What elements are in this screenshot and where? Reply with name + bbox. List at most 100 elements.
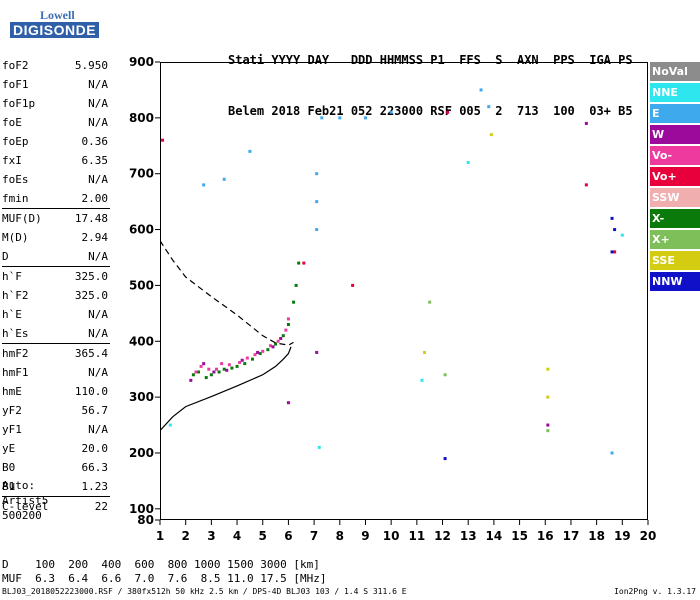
x-tick-label: 5 xyxy=(259,529,267,543)
echo-point xyxy=(276,339,280,343)
param-value: 365.4 xyxy=(74,347,108,360)
echo-point xyxy=(315,200,319,204)
echo-point xyxy=(191,373,195,377)
param-value: N/A xyxy=(88,308,108,321)
logo-digisonde-text: DIGISONDE xyxy=(10,22,100,38)
echo-point xyxy=(317,445,321,449)
x-tick-label: 4 xyxy=(233,529,241,543)
x-tick-label: 12 xyxy=(434,529,451,543)
param-value: N/A xyxy=(88,173,108,186)
param-name: D xyxy=(2,250,9,263)
echo-point xyxy=(250,357,254,361)
echo-point xyxy=(284,328,288,332)
echo-point xyxy=(610,216,614,220)
param-row: foF1p N/A xyxy=(2,94,110,113)
param-value: 20.0 xyxy=(81,442,109,455)
legend-entry: X+ xyxy=(650,230,700,249)
param-row: yF2 56.7 xyxy=(2,401,110,420)
param-value: 1.23 xyxy=(81,480,109,493)
param-name: MUF(D) xyxy=(2,212,42,225)
x-tick-label: 7 xyxy=(310,529,318,543)
x-tick-label: 9 xyxy=(361,529,369,543)
param-row: B0 66.3 xyxy=(2,458,110,477)
echo-point xyxy=(428,300,432,304)
legend-entry: W xyxy=(650,125,700,144)
y-tick-label: 600 xyxy=(129,223,154,237)
distance-row: D 100 200 400 600 800 1000 1500 3000 [km… xyxy=(2,558,320,571)
echo-point xyxy=(279,336,283,340)
y-tick-label: 80 xyxy=(137,513,154,527)
x-tick-label: 19 xyxy=(614,529,631,543)
echo-point xyxy=(610,250,614,254)
echo-point xyxy=(420,378,424,382)
x-tick-label: 20 xyxy=(640,529,657,543)
echo-point xyxy=(235,364,239,368)
y-tick-label: 100 xyxy=(129,502,154,516)
param-row: B1 1.23 xyxy=(2,477,110,497)
echo-point xyxy=(315,350,319,354)
echo-point xyxy=(271,345,275,349)
echo-point xyxy=(613,228,617,232)
echo-point xyxy=(161,138,165,142)
echo-point xyxy=(220,362,224,366)
echo-point xyxy=(266,348,270,352)
x-tick-label: 16 xyxy=(537,529,554,543)
echo-point xyxy=(189,378,193,382)
x-tick-label: 3 xyxy=(207,529,215,543)
x-tick-label: 13 xyxy=(460,529,477,543)
file-info-footer: BLJ03_2018052223000.RSF / 380fx512h 50 k… xyxy=(2,587,407,596)
param-value: N/A xyxy=(88,78,108,91)
param-row: fmin 2.00 xyxy=(2,189,110,209)
echo-point xyxy=(351,283,355,287)
x-tick-label: 8 xyxy=(336,529,344,543)
param-row: foEp 0.36 xyxy=(2,132,110,151)
auto-label: Auto: xyxy=(2,479,36,492)
echo-point xyxy=(207,367,211,371)
param-name: foF1p xyxy=(2,97,36,110)
param-row: foE N/A xyxy=(2,113,110,132)
x-tick-label: 18 xyxy=(588,529,605,543)
legend-entry: Vo- xyxy=(650,146,700,165)
y-tick-label: 400 xyxy=(129,334,154,348)
echo-point xyxy=(546,429,550,433)
param-value: 56.7 xyxy=(81,404,109,417)
legend-entry: Vo+ xyxy=(650,167,700,186)
param-row: foEs N/A xyxy=(2,170,110,189)
param-row: hmF1 N/A xyxy=(2,363,110,382)
station-header: Stati YYYY DAY DDD HHMMSS P1 FFS S AXN P… xyxy=(228,18,633,137)
y-tick-label: 800 xyxy=(129,111,154,125)
echo-point xyxy=(204,376,208,380)
y-tick-label: 200 xyxy=(129,446,154,460)
param-name: foEp xyxy=(2,135,29,148)
param-name: foF2 xyxy=(2,59,29,72)
autoscaling-info: Auto: Artist5 500200 xyxy=(2,478,48,523)
param-value: 325.0 xyxy=(74,289,108,302)
echo-point xyxy=(274,342,278,346)
param-row: hmF2 365.4 xyxy=(2,344,110,363)
echo-point xyxy=(294,283,298,287)
echo-point xyxy=(286,317,290,321)
echo-point xyxy=(479,88,483,92)
echo-point xyxy=(202,362,206,366)
echo-point xyxy=(281,334,285,338)
echo-point xyxy=(466,161,470,165)
param-row: D N/A xyxy=(2,247,110,267)
legend-entry: E xyxy=(650,104,700,123)
legend-entry: X- xyxy=(650,209,700,228)
param-name: yF2 xyxy=(2,404,22,417)
echo-point xyxy=(227,363,231,367)
param-row: hmE 110.0 xyxy=(2,382,110,401)
param-name: h`F xyxy=(2,270,22,283)
scaled-parameters-panel: foF2 5.950 foF1 N/A foF1p N/A foE N/A foEp 0.36 fx… xyxy=(2,56,110,516)
logo-lowell-text: Lowell xyxy=(40,8,75,22)
param-value: 110.0 xyxy=(74,385,108,398)
param-row: yF1 N/A xyxy=(2,420,110,439)
param-value: N/A xyxy=(88,423,108,436)
echo-point xyxy=(194,370,198,374)
echo-point xyxy=(240,358,244,362)
echo-point xyxy=(199,364,203,368)
echo-point xyxy=(222,367,226,371)
muf-row: MUF 6.3 6.4 6.6 7.0 7.6 8.5 11.0 17.5 [M… xyxy=(2,572,327,585)
param-value: 2.00 xyxy=(81,192,109,205)
param-value: 17.48 xyxy=(74,212,108,225)
